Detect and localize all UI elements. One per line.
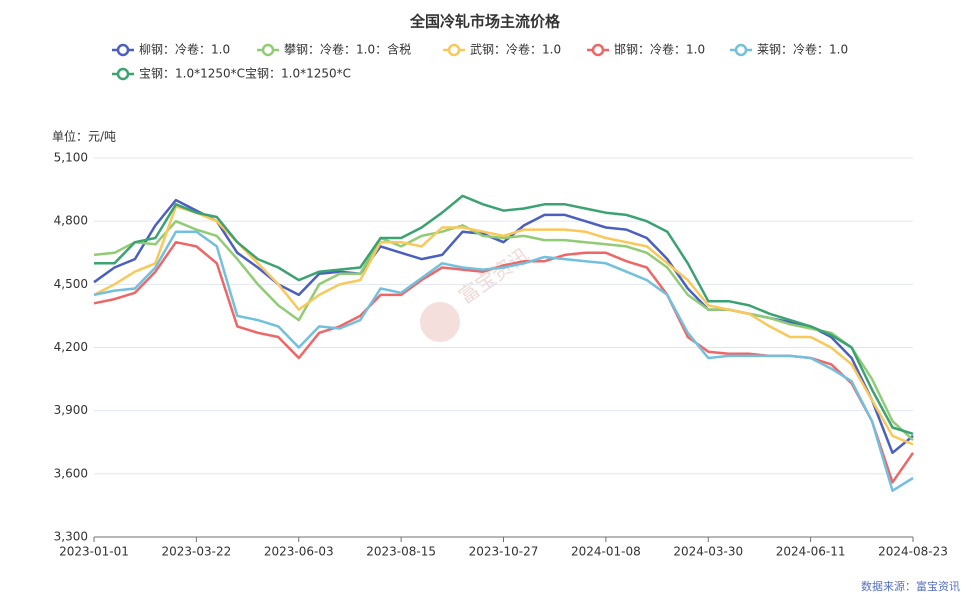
source-label: 数据来源：富宝资讯	[861, 579, 960, 593]
legend-label: 武钢：冷卷：1.0	[470, 42, 561, 57]
legend-swatch-dot	[734, 43, 748, 57]
legend-item: 邯钢：冷卷：1.0	[587, 42, 705, 57]
legend-swatch-dot	[591, 43, 605, 57]
x-tick-label: 2024-03-30	[673, 545, 743, 559]
x-tick-label: 2023-01-01	[59, 545, 129, 559]
y-tick-label: 5,100	[54, 151, 88, 165]
x-tick-label: 2023-08-15	[366, 545, 436, 559]
watermark-logo	[420, 302, 460, 342]
legend-label: 宝钢：1.0*1250*C宝钢：1.0*1250*C	[139, 67, 351, 81]
unit-label: 单位：元/吨	[52, 129, 116, 144]
legend-label: 柳钢：冷卷：1.0	[139, 42, 230, 57]
legend-item: 攀钢：冷卷：1.0：含税	[257, 42, 411, 57]
y-tick-label: 4,200	[54, 340, 88, 354]
legend-swatch-dot	[116, 43, 130, 57]
x-tick-label: 2024-01-08	[571, 545, 641, 559]
legend-item: 宝钢：1.0*1250*C宝钢：1.0*1250*C	[112, 67, 351, 81]
legend-label: 莱钢：冷卷：1.0	[757, 42, 848, 57]
x-tick-label: 2023-06-03	[264, 545, 334, 559]
chart-title: 全国冷轧市场主流价格	[409, 13, 561, 31]
legend-item: 莱钢：冷卷：1.0	[730, 42, 848, 57]
y-tick-label: 3,300	[54, 530, 88, 544]
legend-label: 邯钢：冷卷：1.0	[614, 42, 705, 57]
legend-swatch-dot	[261, 43, 275, 57]
series-line	[93, 219, 914, 442]
y-tick-label: 4,500	[54, 277, 88, 291]
legend-swatch-dot	[116, 67, 130, 81]
watermark-text: 富宝资讯	[454, 243, 533, 309]
series-line	[93, 230, 914, 492]
x-tick-label: 2023-03-22	[162, 545, 232, 559]
legend-item: 柳钢：冷卷：1.0	[112, 42, 230, 57]
x-tick-label: 2023-10-27	[469, 545, 539, 559]
y-tick-label: 3,600	[54, 466, 88, 480]
legend-swatch-dot	[447, 43, 461, 57]
x-tick-label: 2024-06-11	[776, 545, 846, 559]
y-tick-label: 4,800	[54, 214, 88, 228]
x-tick-label: 2024-08-23	[878, 545, 948, 559]
legend-label: 攀钢：冷卷：1.0：含税	[284, 42, 411, 57]
y-tick-label: 3,900	[54, 403, 88, 417]
series-line	[94, 194, 914, 435]
watermark: 富宝资讯	[420, 243, 534, 342]
legend-item: 武钢：冷卷：1.0	[443, 42, 561, 57]
